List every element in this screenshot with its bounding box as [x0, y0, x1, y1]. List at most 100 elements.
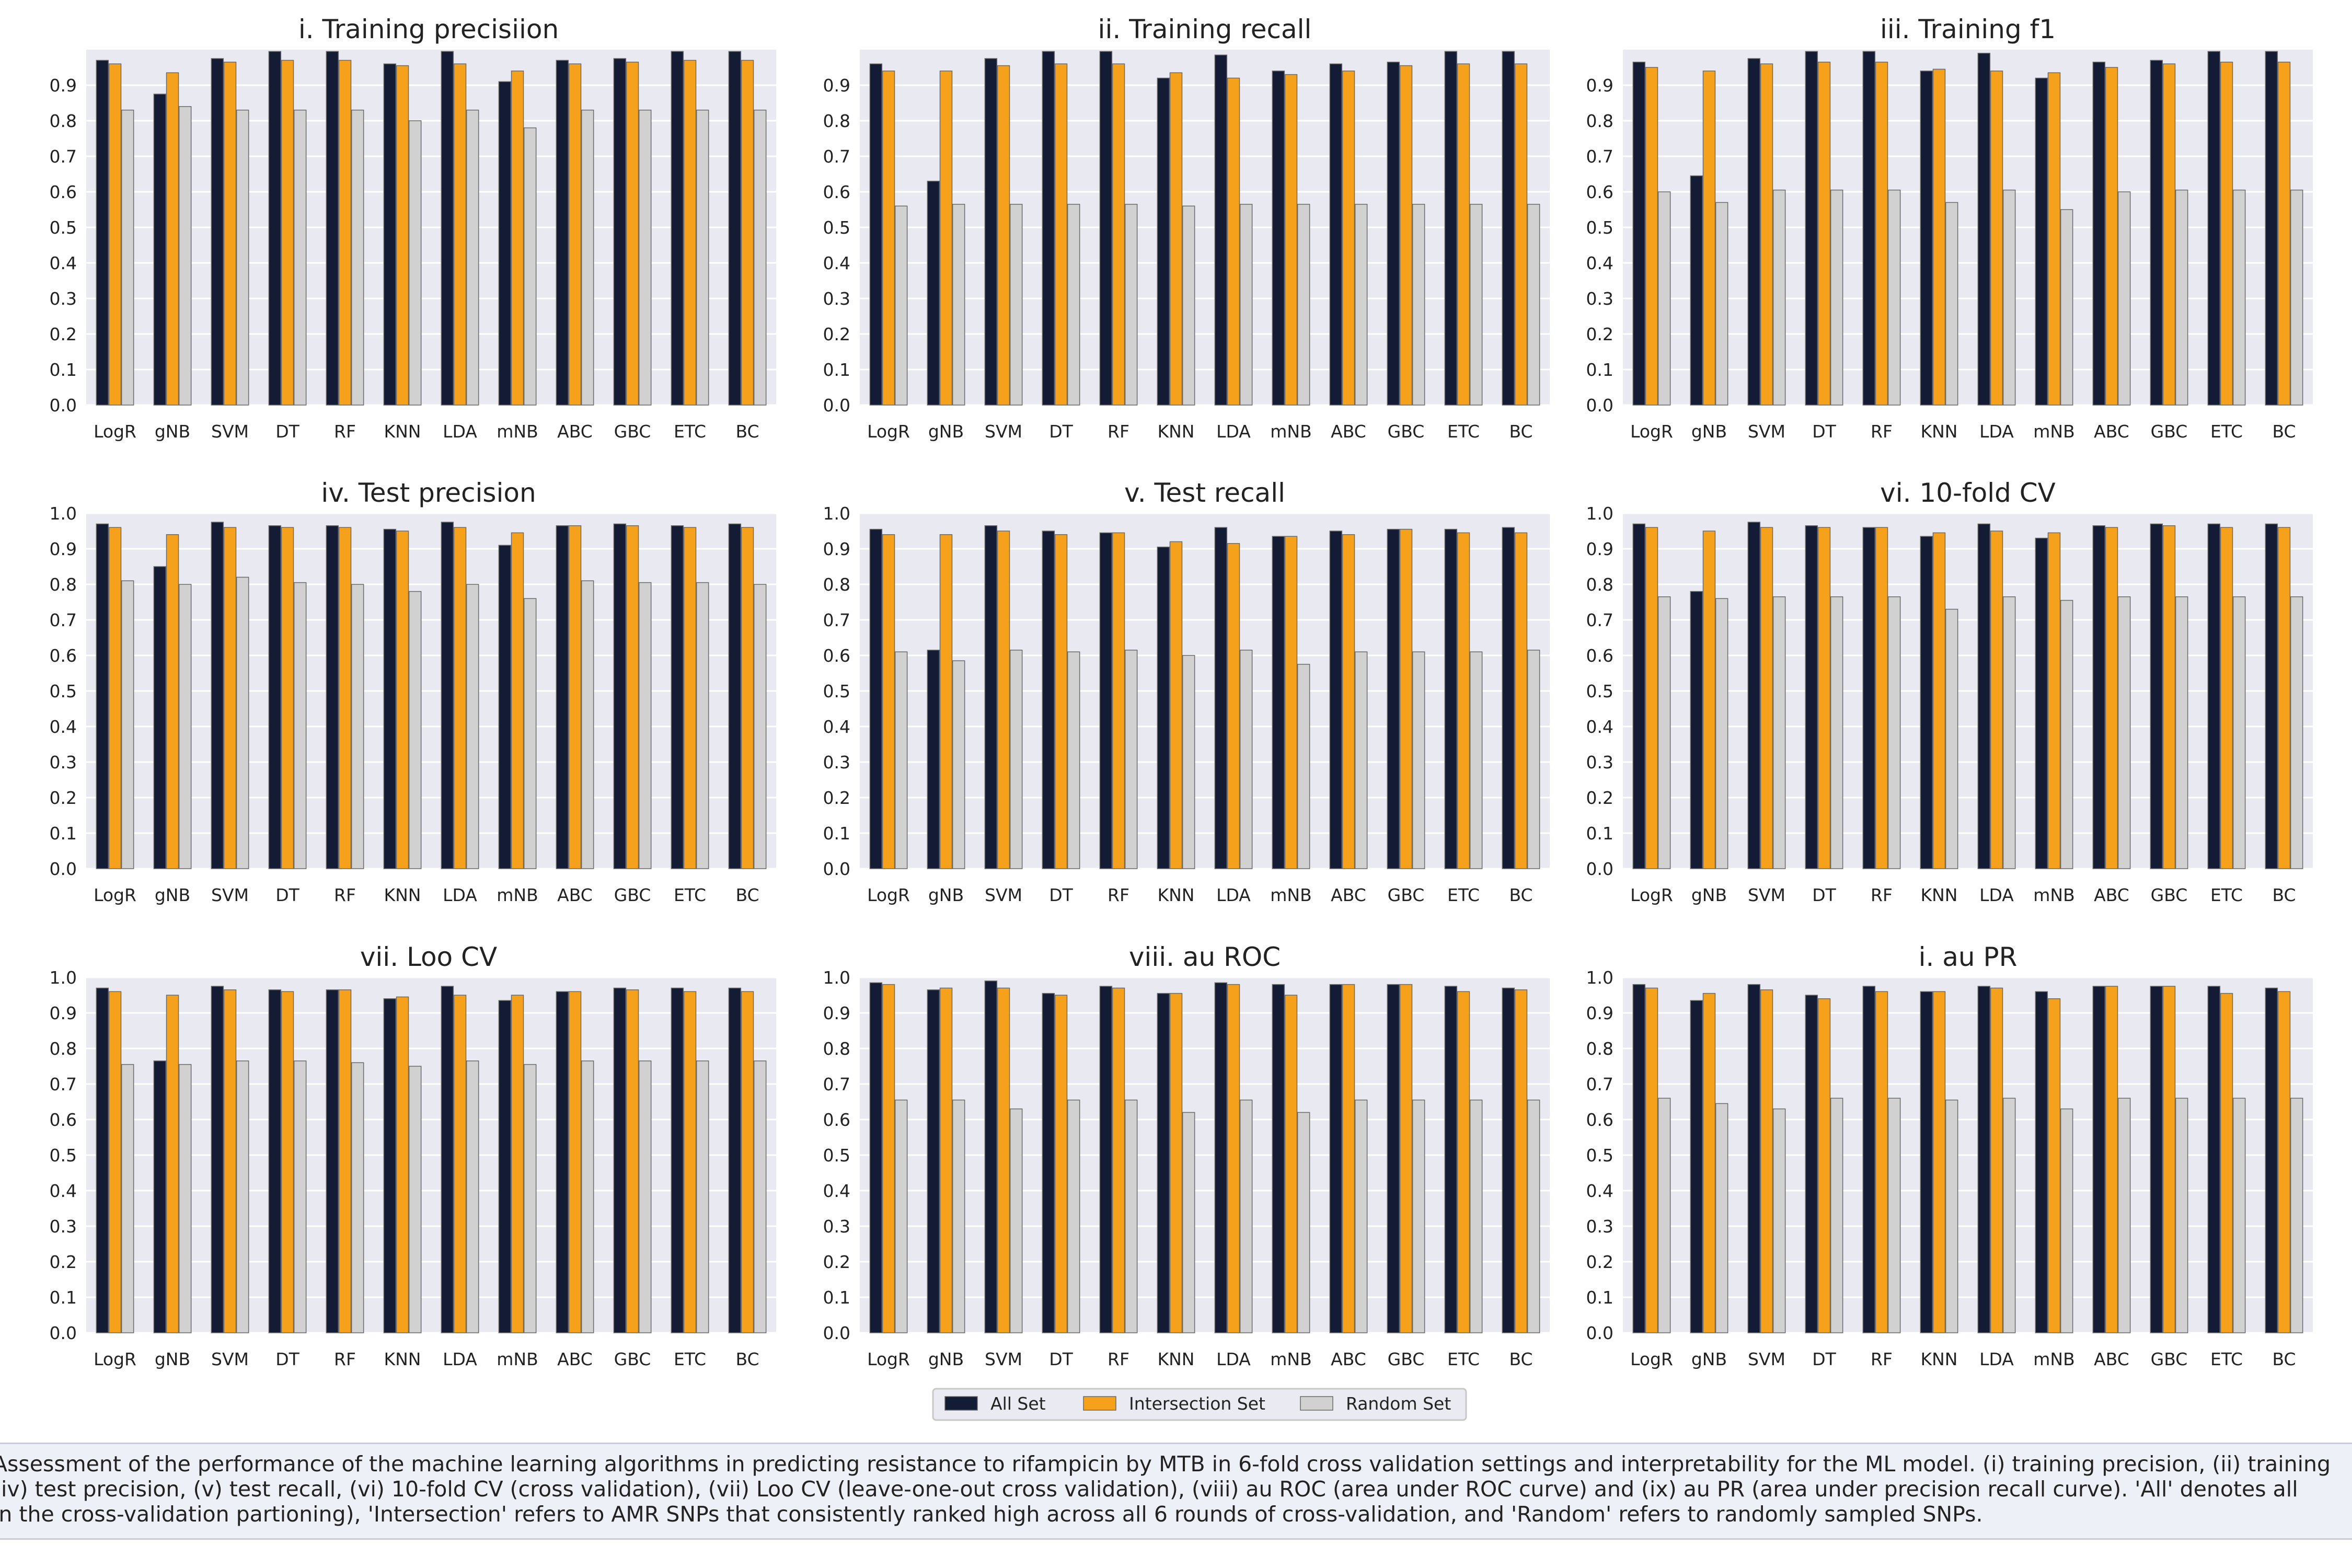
x-tick-label: mNB — [1270, 421, 1311, 442]
bar-random-set — [1124, 650, 1138, 869]
y-tick-label: 0.5 — [1586, 217, 1613, 238]
bar-all-set — [728, 51, 742, 406]
bar-all-set — [211, 986, 224, 1333]
bar-all-set — [1632, 523, 1646, 869]
bar-intersection-set — [1760, 527, 1773, 869]
x-tick-label: SVM — [211, 885, 249, 905]
bar-all-set — [2265, 51, 2278, 406]
x-tick-label: GBC — [2151, 1349, 2188, 1369]
bar-random-set — [1239, 1099, 1253, 1333]
y-tick-label: 1.0 — [823, 967, 850, 988]
y-tick-label: 0.9 — [50, 539, 77, 559]
y-tick-label: 0.4 — [50, 253, 77, 273]
bar-intersection-set — [1990, 531, 2003, 869]
bar-random-set — [1830, 596, 1843, 869]
x-tick-label: LogR — [1630, 885, 1673, 905]
x-tick-label: LogR — [1630, 421, 1673, 442]
y-tick-label: 0.7 — [823, 146, 850, 167]
y-tick-label: 0.6 — [50, 645, 77, 666]
bar-random-set — [2290, 596, 2303, 869]
legend-label: Random Set — [1346, 1393, 1451, 1414]
bar-intersection-set — [1875, 991, 1888, 1333]
bar-all-set — [96, 60, 109, 406]
bar-all-set — [1805, 525, 1818, 869]
bar-intersection-set — [1875, 62, 1888, 406]
y-tick-label: 0.0 — [1586, 395, 1613, 416]
y-tick-label: 0.9 — [823, 75, 850, 96]
y-tick-label: 0.5 — [823, 217, 850, 238]
x-tick-label: BC — [735, 421, 759, 442]
bar-random-set — [2060, 1108, 2073, 1333]
y-tick-label: 0.4 — [823, 717, 850, 737]
x-tick-label: GBC — [614, 1349, 651, 1369]
bar-random-set — [2232, 189, 2246, 406]
bar-all-set — [2035, 537, 2048, 869]
bar-random-set — [2060, 599, 2073, 869]
bar-intersection-set — [396, 65, 409, 406]
bar-intersection-set — [396, 996, 409, 1333]
y-tick-label: 0.4 — [1586, 717, 1613, 737]
y-tick-label: 0.8 — [1586, 111, 1613, 131]
x-tick-label: DT — [1049, 421, 1073, 442]
bar-random-set — [2002, 1098, 2016, 1333]
subplot-title: i. au PR — [1919, 942, 2017, 972]
bar-random-set — [523, 127, 537, 406]
x-tick-label: RF — [1108, 421, 1129, 442]
bar-random-set — [2290, 189, 2303, 406]
x-tick-label: LDA — [1216, 885, 1251, 905]
bar-random-set — [1527, 650, 1540, 869]
bar-all-set — [869, 528, 883, 869]
bar-all-set — [2092, 986, 2106, 1333]
y-tick-label: 0.8 — [823, 1039, 850, 1059]
x-tick-label: ETC — [1447, 421, 1480, 442]
bar-intersection-set — [741, 527, 754, 869]
bar-random-set — [1239, 650, 1253, 869]
bar-random-set — [2175, 596, 2188, 869]
bar-all-set — [984, 525, 998, 869]
x-tick-label: ETC — [674, 885, 706, 905]
bar-random-set — [1239, 204, 1253, 406]
bar-random-set — [1469, 1099, 1483, 1333]
bar-intersection-set — [281, 60, 294, 406]
y-tick-label: 0.3 — [1586, 752, 1613, 773]
bar-all-set — [1862, 986, 1876, 1333]
bar-random-set — [1009, 1108, 1023, 1333]
bar-intersection-set — [281, 991, 294, 1333]
bar-random-set — [952, 204, 965, 406]
x-tick-label: mNB — [2033, 421, 2074, 442]
bar-intersection-set — [1112, 987, 1125, 1333]
bar-random-set — [1182, 205, 1195, 406]
bar-all-set — [153, 566, 167, 869]
bar-all-set — [2265, 523, 2278, 869]
y-tick-label: 0.0 — [823, 859, 850, 879]
x-tick-label: RF — [334, 885, 356, 905]
bar-intersection-set — [2105, 527, 2118, 869]
bar-intersection-set — [453, 995, 467, 1333]
subplot-title: vii. Loo CV — [360, 942, 497, 972]
x-tick-label: LDA — [1216, 421, 1251, 442]
x-tick-label: ETC — [1447, 885, 1480, 905]
bar-intersection-set — [1990, 987, 2003, 1333]
bar-intersection-set — [683, 991, 697, 1333]
bar-all-set — [671, 51, 684, 406]
x-tick-label: DT — [1049, 1349, 1073, 1369]
bar-intersection-set — [626, 989, 639, 1333]
caption-line-3: in the cross-validation partioning), 'In… — [0, 1502, 1983, 1527]
bar-all-set — [869, 63, 883, 406]
subplot-title: iv. Test precision — [321, 478, 536, 508]
bar-all-set — [1862, 527, 1876, 869]
y-tick-label: 0.1 — [50, 823, 77, 844]
subplot-8: 0.0 0.1 0.2 0.3 0.4 0.5 0.6 0.7 0.8 0.9 1.0 LogR gNB… — [823, 942, 1550, 1369]
bar-random-set — [1067, 204, 1080, 406]
bar-random-set — [2002, 189, 2016, 406]
y-tick-label: 0.8 — [1586, 1039, 1613, 1059]
x-tick-label: ABC — [557, 1349, 593, 1369]
x-tick-label: gNB — [155, 1349, 190, 1369]
legend-label: All Set — [990, 1393, 1046, 1414]
y-tick-label: 0.3 — [50, 1216, 77, 1237]
x-tick-label: BC — [735, 885, 759, 905]
subplot-5: 0.0 0.1 0.2 0.3 0.4 0.5 0.6 0.7 0.8 0.9 1.0 LogR gNB… — [823, 478, 1550, 905]
bar-random-set — [1945, 202, 1958, 406]
x-tick-label: DT — [275, 421, 299, 442]
